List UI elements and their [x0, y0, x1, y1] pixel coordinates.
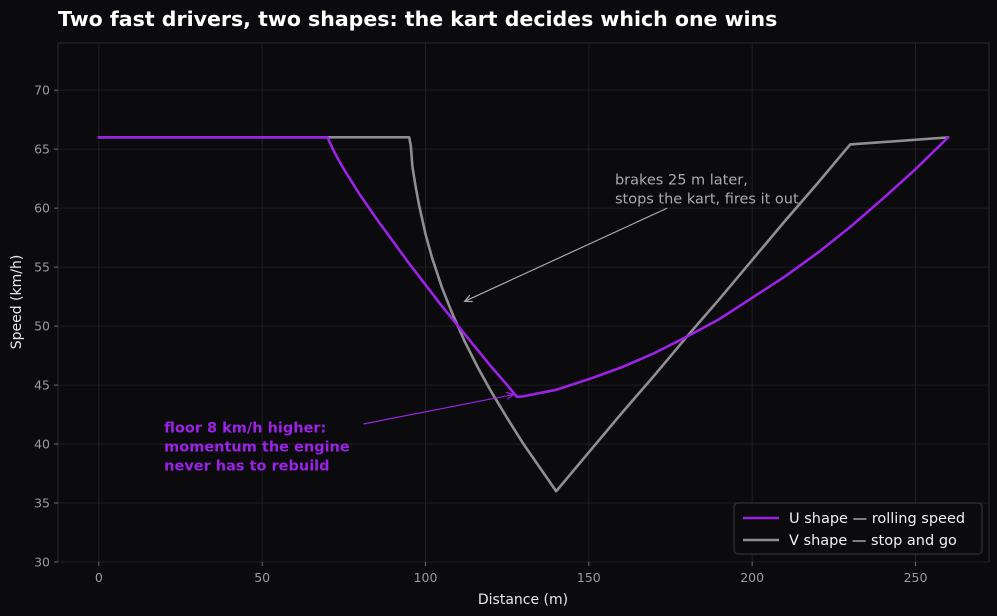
axis-ticks: 0 50 100 150 200 250 30 35 40 45 50 55 60 65 70: [34, 83, 927, 585]
x-tick-label: 100: [414, 570, 438, 585]
annotation-text-1: never has to rebuild: [164, 458, 329, 474]
y-tick-label: 50: [34, 319, 50, 334]
x-tick-label: 150: [577, 570, 601, 585]
annotations: brakes 25 m later, stops the kart, fires …: [164, 173, 799, 475]
legend-label-v-shape: V shape — stop and go: [789, 533, 957, 549]
y-tick-label: 30: [34, 555, 50, 570]
x-tick-label: 50: [254, 570, 270, 585]
y-tick-label: 55: [34, 260, 50, 275]
y-axis-label: Speed (km/h): [9, 255, 25, 350]
y-tick-label: 60: [34, 201, 50, 216]
annotation-arrowhead-1: [505, 391, 516, 400]
x-tick-label: 200: [740, 570, 764, 585]
grid-lines: [58, 43, 989, 563]
annotation-arrow-1: [363, 393, 514, 425]
y-tick-label: 35: [34, 496, 50, 511]
plot-area: [57, 42, 990, 563]
annotation-text-0: brakes 25 m later,: [615, 173, 748, 189]
annotation-arrowhead-0: [463, 294, 473, 303]
annotation-text-1: momentum the engine: [164, 439, 350, 455]
x-tick-label: 250: [904, 570, 928, 585]
series-line-v-shape: [97, 136, 950, 493]
annotation-text-1: floor 8 km/h higher:: [164, 420, 326, 436]
legend-box: [733, 502, 983, 555]
legend-label-u-shape: U shape — rolling speed: [789, 511, 965, 527]
legend: U shape — rolling speed V shape — stop a…: [733, 502, 983, 555]
y-tick-label: 65: [34, 142, 50, 157]
x-tick-label: 0: [95, 570, 103, 585]
y-tick-label: 45: [34, 378, 50, 393]
y-tick-label: 40: [34, 437, 50, 452]
annotation-arrow-0: [464, 207, 668, 302]
y-tick-label: 70: [34, 83, 50, 98]
annotation-text-0: stops the kart, fires it out: [615, 192, 799, 208]
series-lines: [97, 136, 950, 493]
x-axis-label: Distance (m): [478, 592, 568, 608]
chart-title: Two fast drivers, two shapes: the kart d…: [58, 7, 777, 31]
series-line-u-shape: [97, 136, 950, 399]
